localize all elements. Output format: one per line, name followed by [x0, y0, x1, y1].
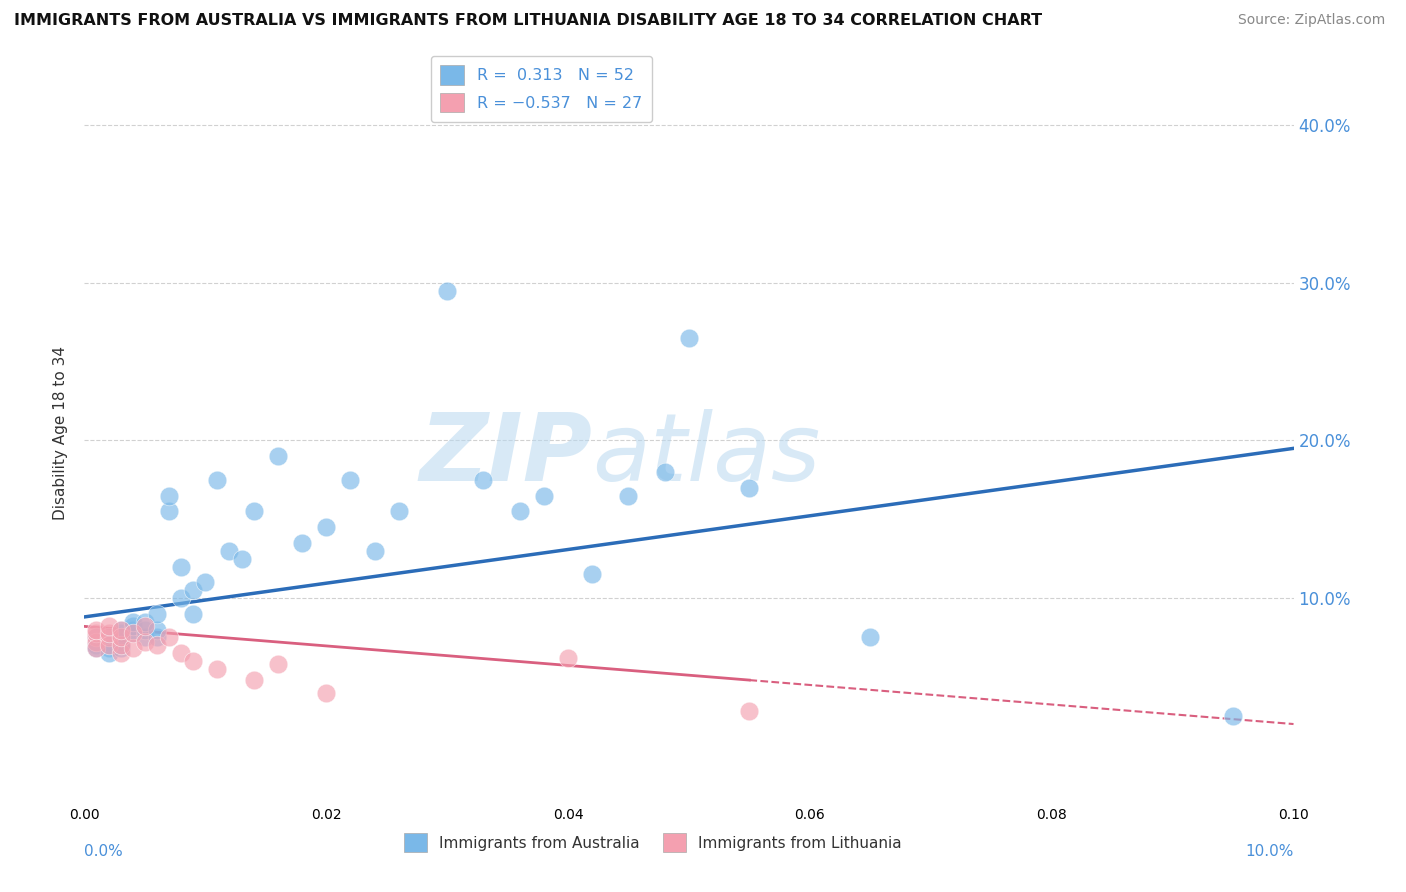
Point: [207, 662, 229, 676]
Point: [121, 615, 143, 629]
Point: [181, 583, 204, 598]
Point: [181, 607, 204, 621]
Point: [315, 520, 337, 534]
Point: [97, 638, 120, 652]
Point: [121, 625, 143, 640]
Point: [86, 631, 108, 645]
Point: [97, 641, 120, 656]
Point: [157, 631, 180, 645]
Text: ZIP: ZIP: [419, 409, 592, 500]
Point: [146, 607, 169, 621]
Point: [267, 449, 290, 463]
Point: [110, 625, 132, 640]
Point: [121, 641, 143, 656]
Point: [97, 625, 120, 640]
Point: [157, 489, 180, 503]
Point: [170, 591, 193, 605]
Point: [157, 504, 180, 518]
Point: [110, 623, 132, 637]
Point: [86, 631, 108, 645]
Point: [315, 685, 337, 699]
Point: [146, 631, 169, 645]
Point: [97, 635, 120, 649]
Point: [86, 641, 108, 656]
Text: 10.0%: 10.0%: [1246, 844, 1294, 858]
Point: [738, 481, 761, 495]
Point: [110, 631, 132, 645]
Point: [267, 657, 290, 672]
Point: [194, 575, 217, 590]
Point: [146, 623, 169, 637]
Point: [86, 623, 108, 637]
Point: [207, 473, 229, 487]
Point: [110, 623, 132, 637]
Point: [110, 638, 132, 652]
Point: [242, 504, 264, 518]
Point: [363, 543, 385, 558]
Point: [121, 619, 143, 633]
Point: [97, 646, 120, 660]
Point: [134, 623, 156, 637]
Point: [134, 615, 156, 629]
Point: [110, 631, 132, 645]
Point: [557, 651, 579, 665]
Point: [121, 623, 143, 637]
Point: [509, 504, 531, 518]
Point: [170, 559, 193, 574]
Point: [134, 635, 156, 649]
Point: [581, 567, 603, 582]
Point: [110, 638, 132, 652]
Point: [86, 638, 108, 652]
Point: [339, 473, 361, 487]
Point: [388, 504, 411, 518]
Point: [533, 489, 555, 503]
Point: [678, 331, 700, 345]
Point: [242, 673, 264, 687]
Point: [134, 619, 156, 633]
Y-axis label: Disability Age 18 to 34: Disability Age 18 to 34: [53, 345, 69, 520]
Point: [86, 641, 108, 656]
Point: [97, 638, 120, 652]
Point: [291, 536, 314, 550]
Point: [97, 619, 120, 633]
Text: Source: ZipAtlas.com: Source: ZipAtlas.com: [1237, 13, 1385, 28]
Point: [110, 641, 132, 656]
Point: [97, 631, 120, 645]
Point: [436, 284, 458, 298]
Point: [181, 654, 204, 668]
Text: IMMIGRANTS FROM AUSTRALIA VS IMMIGRANTS FROM LITHUANIA DISABILITY AGE 18 TO 34 C: IMMIGRANTS FROM AUSTRALIA VS IMMIGRANTS …: [14, 13, 1042, 29]
Point: [121, 625, 143, 640]
Point: [110, 635, 132, 649]
Point: [231, 551, 253, 566]
Legend: Immigrants from Australia, Immigrants from Lithuania: Immigrants from Australia, Immigrants fr…: [398, 827, 907, 858]
Text: 0.0%: 0.0%: [84, 844, 124, 858]
Point: [472, 473, 495, 487]
Point: [110, 646, 132, 660]
Text: atlas: atlas: [592, 409, 821, 500]
Point: [134, 631, 156, 645]
Point: [617, 489, 640, 503]
Point: [86, 635, 108, 649]
Point: [97, 631, 120, 645]
Point: [146, 638, 169, 652]
Point: [738, 705, 761, 719]
Point: [218, 543, 240, 558]
Point: [1222, 709, 1244, 723]
Point: [170, 646, 193, 660]
Point: [859, 631, 882, 645]
Point: [86, 625, 108, 640]
Point: [654, 465, 676, 479]
